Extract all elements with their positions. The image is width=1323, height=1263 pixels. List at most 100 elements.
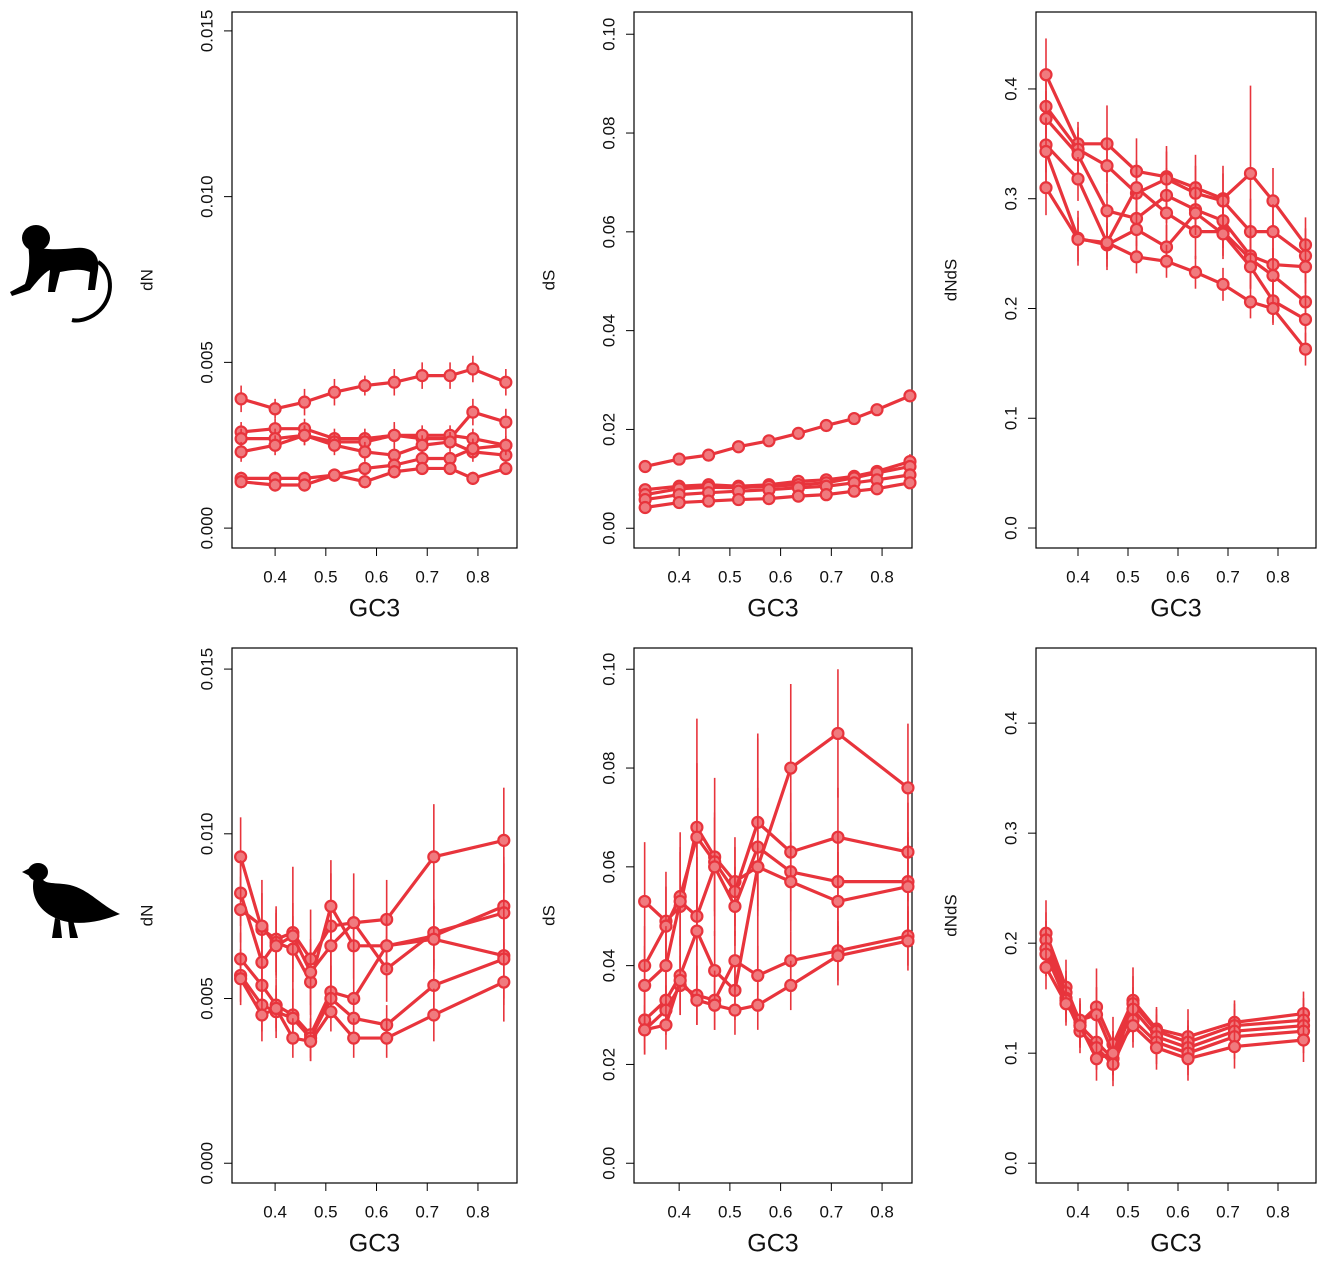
- x-tick-label: 0.4: [263, 567, 287, 586]
- point: [1159, 206, 1174, 220]
- x-axis-title: GC3: [1150, 1230, 1201, 1258]
- point: [358, 378, 372, 393]
- point: [415, 438, 429, 452]
- point: [701, 448, 716, 462]
- x-tick-label: 0.7: [415, 567, 439, 586]
- point: [1227, 1039, 1242, 1054]
- y-tick-label: 0.2: [1001, 931, 1020, 955]
- x-tick-label: 0.7: [820, 567, 844, 586]
- point: [870, 482, 884, 496]
- series-line: [1044, 186, 1307, 351]
- point: [286, 1031, 300, 1045]
- x-tick-label: 0.5: [314, 1202, 338, 1221]
- point: [819, 418, 833, 433]
- y-tick-label: 0.06: [599, 850, 618, 883]
- x-tick-label: 0.8: [1266, 567, 1290, 586]
- x-tick-label: 0.4: [263, 1202, 287, 1221]
- point: [791, 489, 805, 503]
- point: [1298, 260, 1313, 274]
- point: [728, 1003, 742, 1017]
- point: [234, 392, 248, 406]
- point: [499, 415, 513, 429]
- panel: 0.00 0.02 0.04 0.06 0.08 0.10 0.4 0.5 0.6 0.7 0.8 G…: [539, 647, 915, 1258]
- y-axis-title: dS: [539, 270, 558, 291]
- point: [443, 435, 457, 449]
- point: [870, 403, 884, 417]
- y-tick-label: 0.4: [1001, 711, 1020, 735]
- plot-frame: [633, 11, 913, 549]
- y-tick-label: 0.1: [1001, 406, 1020, 430]
- point: [443, 369, 457, 383]
- point: [1071, 172, 1085, 186]
- point: [387, 375, 401, 389]
- series-line: [239, 892, 505, 984]
- point: [701, 494, 716, 508]
- point: [358, 445, 372, 459]
- point: [497, 975, 511, 989]
- point: [234, 902, 248, 917]
- point: [847, 411, 861, 426]
- point: [327, 385, 342, 399]
- y-tick-label: 0.06: [599, 215, 618, 248]
- y-tick-label: 0.015: [197, 648, 216, 691]
- x-axis-title: GC3: [1150, 595, 1201, 623]
- y-axis-title: dN: [137, 269, 156, 291]
- point: [297, 428, 312, 442]
- point: [255, 1008, 269, 1022]
- point: [415, 461, 429, 476]
- point: [690, 924, 704, 938]
- point: [638, 500, 652, 515]
- series-line: [240, 466, 507, 487]
- x-axis-title: GC3: [349, 1230, 400, 1258]
- point: [1126, 1019, 1140, 1033]
- x-tick-label: 0.8: [870, 1202, 894, 1221]
- point: [638, 894, 652, 909]
- point: [466, 405, 480, 419]
- point: [347, 1031, 361, 1045]
- point: [672, 495, 686, 510]
- point: [347, 916, 361, 930]
- point: [427, 932, 441, 946]
- point: [831, 894, 845, 909]
- point: [297, 395, 312, 409]
- y-tick-label: 0.10: [599, 653, 618, 686]
- plot-frame: [1035, 647, 1317, 1184]
- panel: 0.00 0.02 0.04 0.06 0.08 0.10 0.4 0.5 0.6 0.7 0.8 G…: [539, 11, 917, 623]
- series-line: [644, 481, 911, 510]
- series-line: [1044, 143, 1307, 304]
- point: [690, 830, 704, 844]
- point: [708, 998, 722, 1012]
- x-tick-label: 0.6: [769, 567, 793, 586]
- x-tick-label: 0.6: [1166, 567, 1190, 586]
- series-line: [644, 464, 911, 497]
- x-tick-label: 0.8: [466, 567, 490, 586]
- point: [1188, 265, 1203, 279]
- point: [304, 1034, 318, 1048]
- point: [466, 471, 480, 485]
- series-line: [239, 957, 505, 1040]
- panel: 0.000 0.005 0.010 0.015 0.4 0.5 0.6 0.7 0.8 GC3 dN: [137, 10, 518, 623]
- x-tick-label: 0.7: [1216, 567, 1240, 586]
- point: [1216, 227, 1230, 241]
- point: [255, 919, 269, 933]
- x-tick-label: 0.5: [718, 1202, 742, 1221]
- x-axis-title: GC3: [747, 1230, 798, 1258]
- point: [1298, 312, 1313, 327]
- point: [708, 860, 722, 874]
- series-line: [239, 908, 505, 974]
- plot-frame: [633, 647, 913, 1184]
- point: [638, 1023, 652, 1037]
- y-tick-label: 0.1: [1001, 1041, 1020, 1065]
- point: [380, 939, 394, 953]
- point: [673, 973, 687, 988]
- point: [1039, 68, 1053, 82]
- bird-icon: [22, 863, 120, 938]
- series-line: [1044, 74, 1307, 246]
- panel: 0.000 0.005 0.010 0.015 0.4 0.5 0.6 0.7 0.8 GC3 dN: [137, 647, 518, 1258]
- point: [286, 929, 300, 943]
- point: [358, 475, 372, 489]
- x-tick-label: 0.6: [365, 1202, 389, 1221]
- y-tick-label: 0.3: [1001, 187, 1020, 211]
